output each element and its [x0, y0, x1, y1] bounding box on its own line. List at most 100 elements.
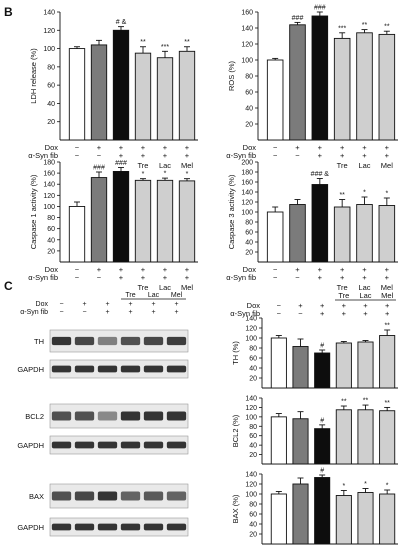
y-tick-label: 40	[249, 522, 257, 529]
treatment-label: Lac	[159, 161, 171, 170]
dox-sign: +	[340, 143, 345, 152]
y-tick-label: 140	[241, 190, 253, 197]
y-tick-label: 20	[47, 248, 55, 255]
bar	[292, 483, 309, 545]
syn-sign: +	[119, 151, 124, 160]
bar	[379, 410, 396, 465]
blot-band	[74, 491, 95, 501]
y-tick-label: 120	[241, 200, 253, 207]
bar	[314, 477, 331, 545]
blot-band	[97, 523, 118, 531]
treatment-label: Lac	[358, 283, 370, 292]
data-label: *	[386, 483, 389, 490]
syn-row-label: α-Syn fib	[28, 273, 58, 282]
blot-band	[97, 336, 118, 346]
treatment-label: Mel	[181, 161, 193, 170]
dox-sign: +	[97, 265, 102, 274]
syn-sign: −	[82, 309, 86, 316]
syn-sign: +	[342, 309, 347, 318]
dox-sign: −	[75, 265, 80, 274]
bar	[112, 170, 130, 263]
dox-sign: +	[128, 301, 132, 308]
y-tick-label: 80	[249, 424, 257, 431]
blot-band	[74, 365, 95, 373]
dox-sign: +	[362, 143, 367, 152]
y-tick-label: 140	[43, 10, 55, 17]
chart-bax: 20 40 60 80 100 120 140 BAX (%) # * * *	[231, 468, 398, 545]
syn-row-label: α-Syn fib	[226, 151, 256, 160]
bar	[289, 204, 306, 263]
bar	[357, 341, 374, 389]
blot-membrane	[49, 517, 189, 537]
syn-sign: −	[298, 309, 303, 318]
y-tick-label: 60	[245, 90, 253, 97]
bar	[289, 24, 306, 141]
bar	[356, 32, 373, 141]
y-tick-label: 20	[245, 122, 253, 129]
blot-label: BCL2	[25, 412, 44, 421]
syn-sign: +	[141, 151, 146, 160]
treatment-label: Tre	[338, 291, 349, 300]
syn-row-label: α-Syn fib	[230, 309, 260, 318]
syn-sign: +	[340, 273, 345, 282]
bar	[378, 205, 396, 263]
syn-sign: −	[75, 151, 80, 160]
y-tick-label: 80	[47, 215, 55, 222]
syn-sign: +	[185, 273, 190, 282]
bar	[378, 33, 396, 141]
dox-row-label: Dox	[45, 265, 59, 274]
y-axis-label: Caspase 1 activity (%)	[29, 174, 38, 249]
blot-band	[51, 491, 72, 501]
dox-sign: +	[295, 265, 300, 274]
blot-band	[74, 411, 95, 421]
y-tick-label: 20	[249, 376, 257, 383]
bar	[335, 342, 352, 389]
syn-sign: +	[141, 273, 146, 282]
treatment-label: Lac	[359, 291, 371, 300]
y-tick-label: 20	[249, 452, 257, 459]
panel-label-b: B	[4, 5, 13, 19]
data-label: **	[384, 24, 390, 31]
blot-band	[51, 441, 72, 449]
syn-sign: +	[119, 273, 124, 282]
y-tick-label: 120	[43, 28, 55, 35]
syn-sign: +	[318, 273, 323, 282]
y-tick-label: 60	[47, 83, 55, 90]
dox-sign: +	[97, 143, 102, 152]
blot-band	[143, 441, 164, 449]
bar	[270, 493, 287, 545]
dox-sign: −	[273, 265, 278, 274]
y-tick-label: 60	[245, 230, 253, 237]
bar	[270, 337, 287, 389]
y-tick-label: 100	[241, 58, 253, 65]
bar	[156, 57, 174, 141]
y-tick-label: 40	[47, 237, 55, 244]
data-label: **	[362, 22, 368, 29]
bar	[314, 428, 331, 465]
chart-bcl2: 20 40 60 80 100 120 140 BCL2 (%) # ** ** **	[231, 396, 398, 465]
blot-band	[143, 411, 164, 421]
treatment-label: Tre	[125, 292, 135, 299]
y-tick-label: 100	[43, 204, 55, 211]
dox-sign: +	[385, 143, 390, 152]
bar	[90, 177, 108, 263]
blot-band	[166, 411, 187, 421]
dox-sign: +	[185, 265, 190, 274]
syn-sign: −	[277, 309, 282, 318]
blot-label: GAPDH	[17, 523, 44, 532]
bar	[266, 59, 284, 141]
data-label: *	[364, 481, 367, 488]
blot-membrane	[49, 483, 189, 509]
syn-sign: +	[185, 151, 190, 160]
blot-band	[143, 365, 164, 373]
bar	[335, 495, 352, 545]
bar	[292, 418, 309, 465]
blot-band	[51, 411, 72, 421]
data-label: #	[320, 343, 324, 350]
syn-sign: +	[385, 151, 390, 160]
syn-sign: +	[105, 309, 109, 316]
blot-membrane	[49, 403, 189, 429]
dox-sign: +	[185, 143, 190, 152]
